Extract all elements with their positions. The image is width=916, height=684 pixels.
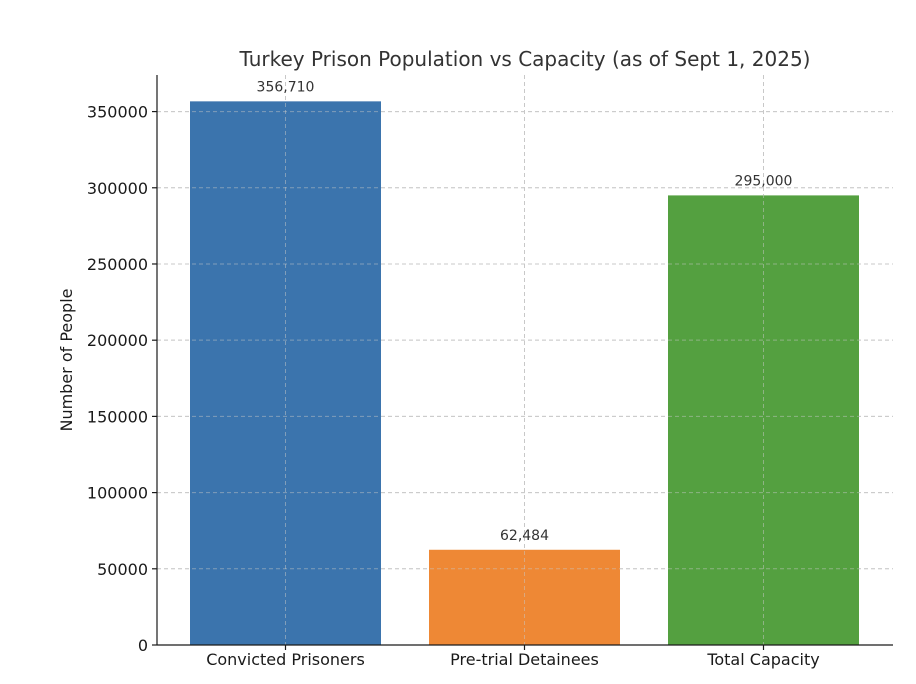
y-tick-label: 250000 — [87, 255, 148, 274]
y-tick-label: 350000 — [87, 103, 148, 122]
labels: 0 50000 100000 150000 200000 250000 300000 3500… — [87, 79, 820, 669]
x-tick-label: Convicted Prisoners — [206, 650, 365, 669]
y-tick-label: 300000 — [87, 179, 148, 198]
y-tick-label: 100000 — [87, 484, 148, 503]
y-axis-label: Number of People — [57, 288, 76, 431]
y-tick-label: 200000 — [87, 331, 148, 350]
chart-title: Turkey Prison Population vs Capacity (as… — [239, 47, 811, 71]
y-tick-label: 0 — [138, 636, 148, 655]
bars — [157, 75, 893, 645]
bar-value-label: 356,710 — [257, 79, 315, 95]
axes — [152, 75, 893, 650]
bar-value-label: 62,484 — [500, 528, 549, 544]
y-tick-label: 150000 — [87, 407, 148, 426]
x-tick-label: Total Capacity — [706, 650, 819, 669]
y-tick-label: 50000 — [97, 560, 148, 579]
x-tick-label: Pre-trial Detainees — [450, 650, 599, 669]
bar-value-label: 295,000 — [735, 173, 793, 189]
